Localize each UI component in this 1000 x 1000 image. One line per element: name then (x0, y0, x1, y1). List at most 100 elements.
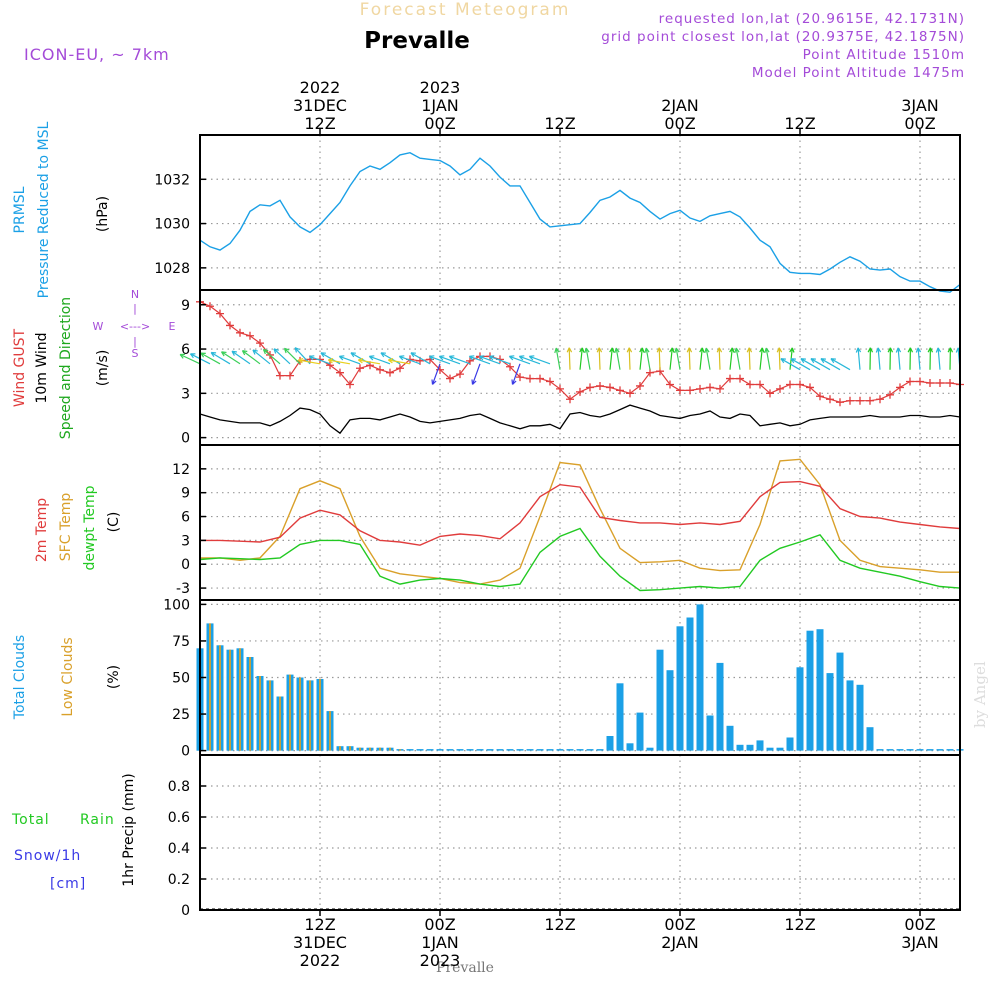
low-cloud-bar (229, 649, 231, 751)
gust-marker (456, 370, 464, 379)
gust-marker (276, 371, 284, 380)
low-cloud-bar (349, 746, 351, 751)
top-time-label: 00Z (664, 114, 695, 133)
wind-direction-arrow (686, 347, 693, 370)
y-tick-label: 0.6 (168, 810, 190, 826)
wind-direction-arrow (252, 349, 271, 365)
total-cloud-bar (546, 749, 554, 751)
gust-marker (746, 380, 754, 389)
wind-direction-arrow (855, 347, 862, 370)
compass-we-line: <---> (120, 320, 150, 333)
compass-rose: N | W <---> E | S (93, 288, 176, 360)
wind-direction-arrow (907, 347, 914, 370)
low-cloud-bar (259, 676, 261, 751)
wind-label-gust: Wind GUST (12, 328, 28, 407)
temp-2m-line (200, 480, 961, 546)
low-cloud-bar (289, 674, 291, 751)
y-tick-label: -3 (176, 581, 190, 597)
wind-direction-arrow (508, 355, 531, 365)
top-time-label: 3JAN (901, 96, 939, 115)
gust-marker (226, 321, 234, 330)
bottom-time-label: 00Z (664, 915, 695, 934)
total-cloud-bar (916, 749, 924, 751)
wind-direction-arrow (895, 347, 902, 370)
wind-unit: (m/s) (95, 350, 111, 387)
gust-marker (856, 396, 864, 405)
low-cloud-bar (209, 623, 211, 751)
wind-direction-arrow (915, 347, 922, 370)
total-cloud-bar (726, 725, 734, 751)
gust-marker (836, 398, 844, 407)
gust-marker (636, 381, 644, 390)
panel-frame (199, 134, 961, 291)
total-cloud-bar (936, 749, 944, 751)
gust-marker (696, 384, 704, 393)
wind-direction-arrow (776, 347, 783, 370)
gust-marker (546, 377, 554, 386)
total-cloud-bar (646, 747, 654, 751)
wind-direction-arrow (262, 348, 281, 365)
gust-marker (376, 365, 384, 374)
panel-frame (199, 754, 961, 911)
gust-marker (716, 384, 724, 393)
gust-marker (356, 364, 364, 373)
wind-direction-arrow (579, 347, 585, 370)
total-cloud-bar (756, 740, 764, 751)
total-cloud-bar (516, 749, 524, 751)
bottom-time-label: 12Z (544, 915, 575, 934)
super-title: Forecast Meteogram (360, 0, 571, 20)
total-cloud-bar (556, 749, 564, 751)
gust-marker (236, 328, 244, 337)
total-cloud-bar (676, 626, 684, 751)
compass-east: E (169, 320, 176, 333)
gust-marker (526, 374, 534, 383)
wind-direction-arrow (308, 355, 331, 365)
bottom-time-label: 00Z (424, 915, 455, 934)
bottom-time-label: 2022 (300, 951, 341, 970)
wind-direction-arrow (584, 347, 591, 370)
clouds-label-total: Total Clouds (12, 635, 28, 720)
total-cloud-bar (886, 749, 894, 751)
wind-direction-arrow (935, 347, 942, 370)
gust-marker (866, 396, 874, 405)
wind-direction-arrow (790, 358, 811, 371)
total-cloud-bar (716, 662, 724, 751)
y-tick-label: 3 (181, 533, 190, 549)
axis-layer: 1028 1030 1032 0 3 6 9 -3 0 3 6 9 12 0 25 50 75 100 0 0.2 0.… (154, 78, 938, 970)
total-cloud-bar (706, 715, 714, 751)
wind-direction-arrow (511, 363, 521, 385)
total-cloud-bar (846, 680, 854, 751)
total-cloud-bar (636, 712, 644, 751)
wind-direction-arrow (820, 358, 841, 371)
top-time-label: 12Z (544, 114, 575, 133)
top-time-label: 2JAN (661, 96, 699, 115)
gust-marker (286, 371, 294, 380)
temp-label-2m: 2m Temp (34, 498, 50, 562)
bottom-time-label: 12Z (304, 915, 335, 934)
wind-direction-arrow (410, 352, 431, 365)
clouds-unit: (%) (106, 665, 122, 689)
y-tick-label: 6 (181, 510, 190, 526)
gust-marker (516, 373, 524, 382)
gust-marker (206, 302, 214, 311)
total-cloud-bar (776, 747, 784, 751)
total-cloud-bar (536, 749, 544, 751)
gust-marker (446, 374, 454, 383)
y-tick-label: 0 (181, 903, 190, 919)
compass-ns-line-top: | (133, 302, 137, 315)
y-tick-label: 75 (172, 634, 190, 650)
temp-unit: (C) (106, 512, 122, 533)
low-cloud-bar (249, 657, 251, 751)
total-cloud-bar (416, 749, 424, 751)
wind-direction-arrow (398, 355, 421, 365)
gust-marker (686, 386, 694, 395)
y-tick-label: 6 (181, 342, 190, 358)
gust-marker (796, 380, 804, 389)
wind-direction-arrow (566, 347, 573, 370)
wind-direction-arrow (800, 358, 821, 371)
wind-direction-arrow (273, 348, 291, 365)
low-cloud-bar (399, 749, 401, 751)
wind-direction-arrow (830, 358, 851, 371)
wind-direction-arrow (810, 358, 831, 371)
total-cloud-bar (686, 617, 694, 751)
